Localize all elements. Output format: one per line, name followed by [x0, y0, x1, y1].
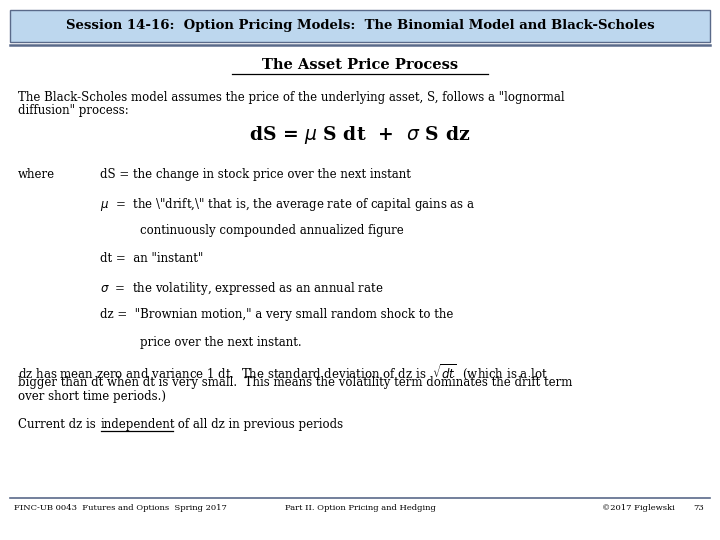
Text: over short time periods.): over short time periods.)	[18, 390, 166, 403]
Text: where: where	[18, 168, 55, 181]
Text: Session 14-16:  Option Pricing Models:  The Binomial Model and Black-Scholes: Session 14-16: Option Pricing Models: Th…	[66, 19, 654, 32]
Text: 73: 73	[693, 504, 703, 512]
Text: price over the next instant.: price over the next instant.	[140, 336, 302, 349]
Text: of all dz in previous periods: of all dz in previous periods	[174, 418, 343, 431]
Text: The Black-Scholes model assumes the price of the underlying asset, S, follows a : The Black-Scholes model assumes the pric…	[18, 91, 564, 104]
Text: FINC-UB 0043  Futures and Options  Spring 2017: FINC-UB 0043 Futures and Options Spring …	[14, 504, 227, 512]
Text: bigger than dt when dt is very small.  This means the volatility term dominates : bigger than dt when dt is very small. Th…	[18, 376, 572, 389]
Text: continuously compounded annualized figure: continuously compounded annualized figur…	[140, 224, 404, 237]
Text: dt =  an "instant": dt = an "instant"	[100, 252, 203, 265]
Text: dS = $\mu$ S dt  +  $\sigma$ S dz: dS = $\mu$ S dt + $\sigma$ S dz	[249, 124, 471, 146]
Text: diffusion" process:: diffusion" process:	[18, 104, 129, 117]
Text: dS = the change in stock price over the next instant: dS = the change in stock price over the …	[100, 168, 411, 181]
Text: Part II. Option Pricing and Hedging: Part II. Option Pricing and Hedging	[284, 504, 436, 512]
Text: independent: independent	[101, 418, 176, 431]
Text: $\mu$  =  the \"drift,\" that is, the average rate of capital gains as a: $\mu$ = the \"drift,\" that is, the aver…	[100, 196, 475, 213]
Text: dz =  "Brownian motion," a very small random shock to the: dz = "Brownian motion," a very small ran…	[100, 308, 454, 321]
Text: The Asset Price Process: The Asset Price Process	[262, 58, 458, 72]
Text: $\sigma$  =  the volatility, expressed as an annual rate: $\sigma$ = the volatility, expressed as …	[100, 280, 384, 297]
Text: ©2017 Figlewski: ©2017 Figlewski	[602, 504, 675, 512]
FancyBboxPatch shape	[10, 10, 710, 42]
Text: Current dz is: Current dz is	[18, 418, 99, 431]
Text: dz has mean zero and variance 1 dt.  The standard deviation of dz is  $\sqrt{dt}: dz has mean zero and variance 1 dt. The …	[18, 362, 548, 382]
